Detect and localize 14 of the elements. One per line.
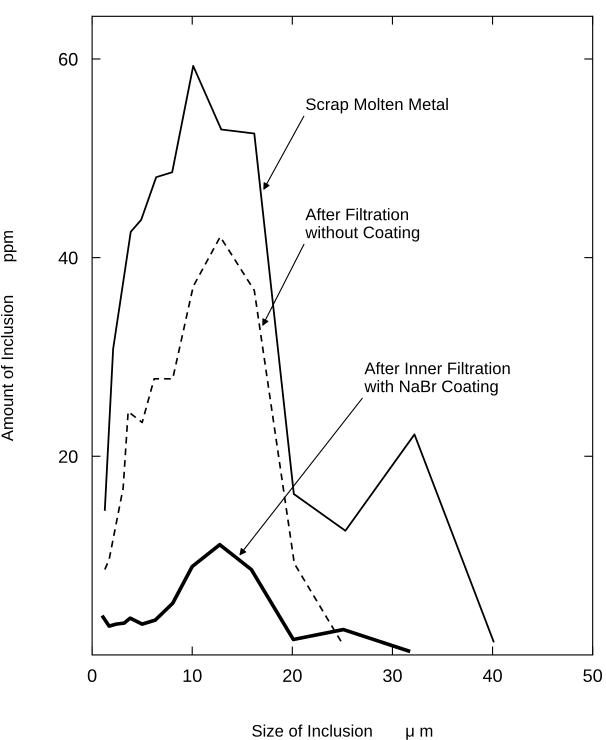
annotation: After Filtration without Coating [305, 208, 420, 242]
y-tick-label: 40 [58, 252, 78, 264]
x-tick-label: 50 [583, 669, 602, 682]
annotation: Scrap Molten Metal [306, 98, 448, 114]
x-tick-label: 10 [184, 669, 202, 682]
x-tick-label: 20 [283, 669, 302, 682]
x-tick-label: 0 [88, 669, 96, 682]
x-tick-label: 30 [383, 669, 402, 682]
y-tick-label: 20 [59, 450, 78, 463]
x-axis-title: Size of Inclusion μ m [252, 724, 432, 740]
y-axis-title: Amount of Inclusion ppm [0, 231, 16, 442]
x-tick-label: 40 [482, 669, 502, 682]
y-tick-label: 60 [59, 52, 78, 66]
annotation: After Inner Filtration with NaBr Coating [364, 362, 510, 396]
